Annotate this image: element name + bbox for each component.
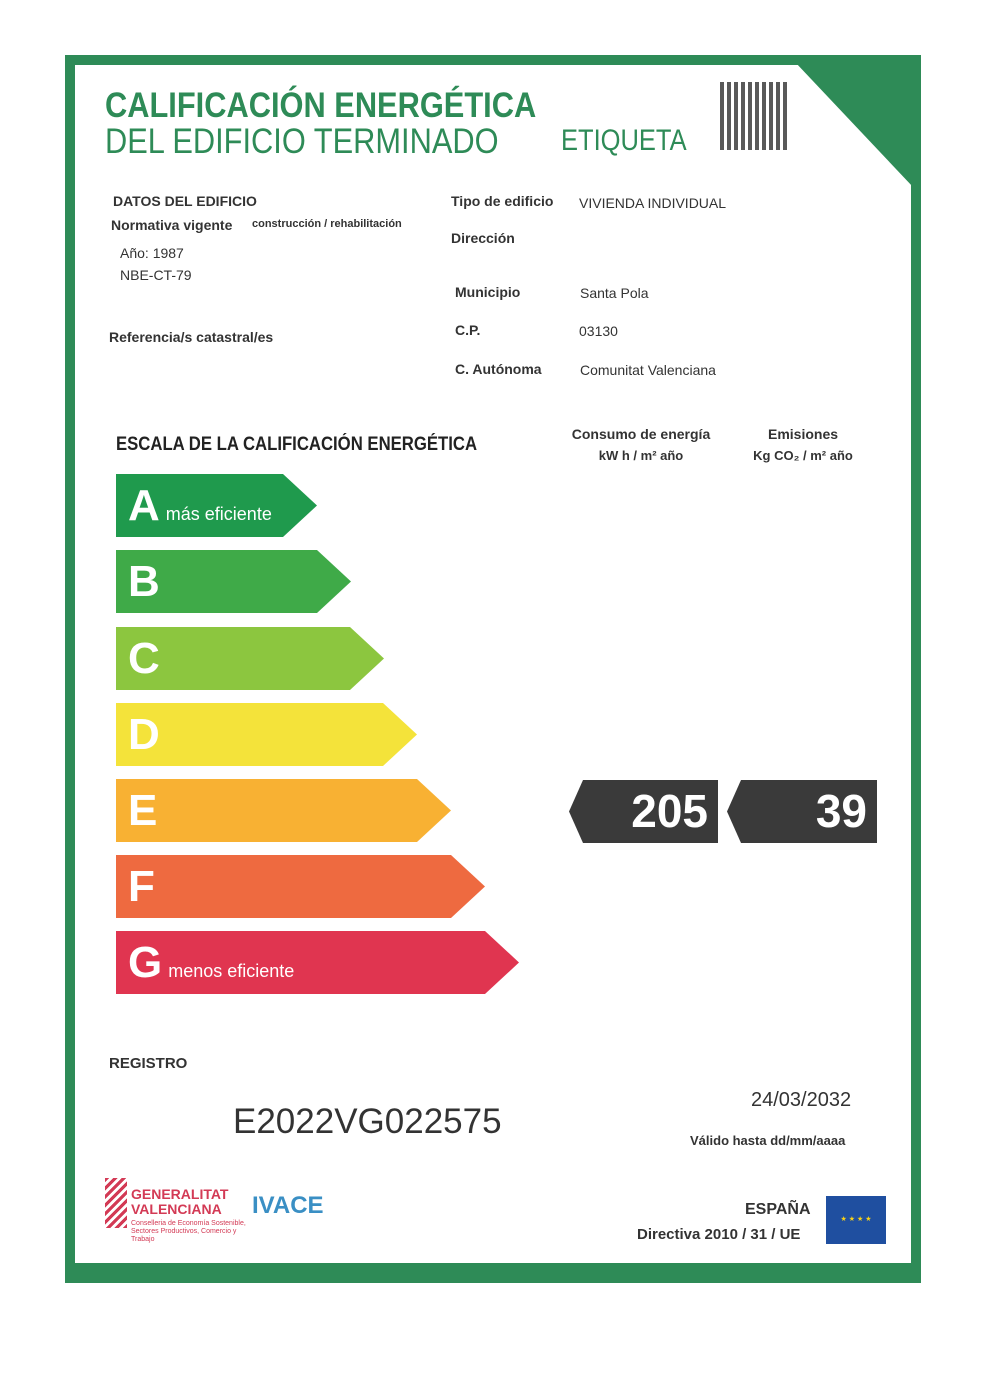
emissions-header-label: Emisiones bbox=[767, 426, 839, 442]
country: ESPAÑA bbox=[745, 1201, 811, 1218]
energy-value: 205 bbox=[569, 780, 718, 843]
generalitat-name: GENERALITAT VALENCIANA bbox=[131, 1187, 228, 1217]
class-letter: D bbox=[128, 710, 160, 759]
title-line-2: DEL EDIFICIO TERMINADO bbox=[105, 122, 499, 161]
type-value: VIVIENDA INDIVIDUAL bbox=[579, 195, 727, 211]
class-letter: G bbox=[128, 938, 163, 987]
emissions-value: 39 bbox=[727, 780, 877, 843]
year: Año: 1987 bbox=[120, 245, 184, 261]
energy-class-c: C bbox=[116, 627, 384, 690]
label-frame bbox=[65, 55, 921, 1283]
cadastral-label: Referencia/s catastral/es bbox=[109, 329, 274, 345]
eu-flag-icon: ★ ★ ★ ★ bbox=[826, 1196, 886, 1244]
class-note: menos eficiente bbox=[168, 961, 295, 981]
energy-header: Consumo de energía kW h / m² año bbox=[560, 424, 722, 466]
gv-sub: Conselleria de Economía Sostenible, Sect… bbox=[131, 1220, 246, 1243]
emissions-unit: Kg CO₂ / m² año bbox=[753, 448, 853, 463]
valid-label: Válido hasta dd/mm/aaaa bbox=[690, 1133, 846, 1148]
generalitat-logo-icon bbox=[105, 1178, 127, 1228]
emissions-header: Emisiones Kg CO₂ / m² año bbox=[733, 424, 873, 466]
class-note: más eficiente bbox=[165, 504, 272, 524]
energy-header-label: Consumo de energía bbox=[571, 426, 711, 442]
postal-value: 03130 bbox=[579, 323, 618, 339]
energy-class-e: E bbox=[116, 779, 451, 842]
municipality-label: Municipio bbox=[455, 284, 521, 300]
energy-unit: kW h / m² año bbox=[598, 448, 684, 463]
normativa-sub: construcción / rehabilitación bbox=[252, 218, 402, 230]
page-title: CALIFICACIÓN ENERGÉTICA DEL EDIFICIO TER… bbox=[105, 88, 536, 160]
class-letter: E bbox=[128, 786, 158, 835]
postal-label: C.P. bbox=[455, 322, 481, 338]
class-letter: B bbox=[128, 557, 160, 606]
class-letter: C bbox=[128, 634, 160, 683]
building-section-title: DATOS DEL EDIFICIO bbox=[113, 193, 257, 209]
registry-label: REGISTRO bbox=[109, 1055, 188, 1072]
label-tag: ETIQUETA bbox=[561, 124, 687, 157]
energy-class-b: B bbox=[116, 550, 351, 613]
type-label: Tipo de edificio bbox=[451, 193, 554, 209]
energy-class-f: F bbox=[116, 855, 485, 918]
norm: NBE-CT-79 bbox=[120, 267, 192, 283]
qr-code-icon bbox=[720, 82, 790, 150]
class-letter: F bbox=[128, 862, 155, 911]
address-label: Dirección bbox=[451, 230, 515, 246]
region-value: Comunitat Valenciana bbox=[580, 362, 716, 378]
title-line-1: CALIFICACIÓN ENERGÉTICA bbox=[105, 86, 537, 125]
registry-code: E2022VG022575 bbox=[233, 1102, 502, 1141]
municipality-value: Santa Pola bbox=[580, 285, 649, 301]
normativa-label: Normativa vigente bbox=[111, 217, 233, 233]
gv-line-2: VALENCIANA bbox=[131, 1201, 222, 1217]
valid-date: 24/03/2032 bbox=[751, 1089, 852, 1111]
energy-class-d: D bbox=[116, 703, 417, 766]
directive: Directiva 2010 / 31 / UE bbox=[637, 1226, 801, 1243]
gv-line-1: GENERALITAT bbox=[131, 1186, 229, 1202]
scale-title: ESCALA DE LA CALIFICACIÓN ENERGÉTICA bbox=[116, 434, 478, 455]
ivace-logo: IVACE bbox=[252, 1192, 324, 1219]
region-label: C. Autónoma bbox=[455, 361, 542, 377]
class-letter: A bbox=[128, 481, 160, 530]
